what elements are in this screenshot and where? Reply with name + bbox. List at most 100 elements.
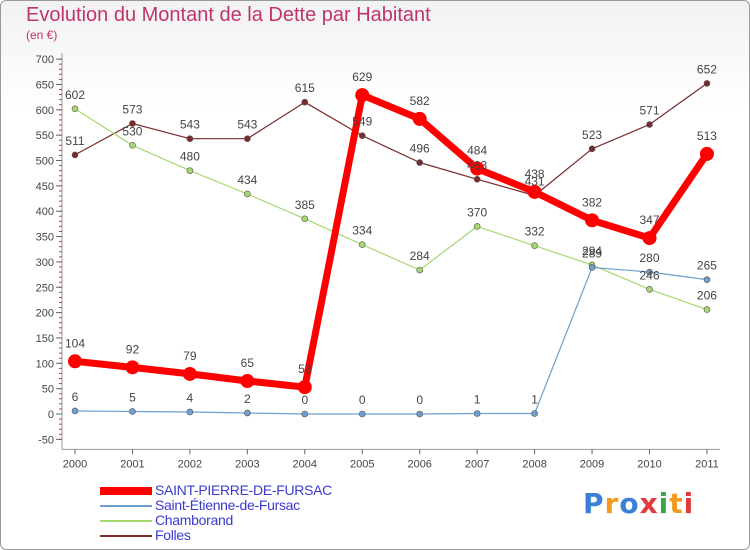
data-point bbox=[412, 111, 427, 126]
data-point bbox=[301, 410, 309, 418]
data-point bbox=[646, 268, 653, 276]
data-label: 549 bbox=[352, 115, 372, 129]
data-point bbox=[703, 80, 711, 87]
data-label: 1 bbox=[531, 392, 538, 406]
data-label: 347 bbox=[639, 213, 659, 227]
legend-swatch bbox=[100, 487, 152, 495]
data-label: 513 bbox=[697, 129, 717, 143]
data-point bbox=[703, 276, 711, 283]
data-point bbox=[355, 88, 370, 103]
data-label: 629 bbox=[352, 70, 372, 84]
data-point bbox=[129, 408, 136, 415]
data-label: 79 bbox=[183, 349, 197, 363]
data-label: 0 bbox=[301, 393, 308, 407]
data-point bbox=[588, 264, 596, 271]
legend-label: Chamborand bbox=[155, 512, 233, 528]
proxiti-logo: Proxiti bbox=[583, 487, 694, 520]
data-label: 530 bbox=[122, 124, 142, 138]
series-line bbox=[74, 266, 708, 415]
data-label: 543 bbox=[237, 118, 257, 132]
logo-letter: P bbox=[583, 487, 605, 520]
x-tick-label: 2011 bbox=[695, 458, 719, 470]
data-label: 280 bbox=[639, 251, 659, 265]
y-tick-label: 500 bbox=[36, 156, 54, 168]
data-point bbox=[416, 410, 424, 418]
data-label: 652 bbox=[697, 62, 717, 76]
data-point bbox=[125, 360, 140, 375]
x-tick-label: 2009 bbox=[580, 458, 604, 470]
data-point bbox=[71, 407, 79, 415]
logo-letter: i bbox=[658, 487, 670, 520]
data-point bbox=[585, 213, 600, 228]
y-tick-label: 650 bbox=[36, 79, 54, 91]
data-point bbox=[646, 285, 653, 293]
legend-label: Folles bbox=[155, 527, 191, 543]
x-tick-label: 2004 bbox=[293, 458, 317, 470]
data-point bbox=[358, 132, 366, 139]
y-tick-label: -50 bbox=[38, 434, 54, 446]
x-tick-label: 2000 bbox=[63, 458, 87, 470]
data-label: 382 bbox=[582, 195, 602, 209]
logo-letter: o bbox=[619, 487, 640, 520]
y-tick-label: 400 bbox=[36, 206, 54, 218]
x-tick-label: 2005 bbox=[350, 458, 374, 470]
data-label: 2 bbox=[244, 392, 251, 406]
legend-swatch bbox=[100, 535, 152, 537]
data-label: 385 bbox=[295, 198, 315, 212]
data-point bbox=[244, 135, 251, 142]
data-point bbox=[473, 175, 481, 183]
data-label: 370 bbox=[467, 205, 487, 219]
y-tick-label: 350 bbox=[36, 232, 54, 244]
data-point bbox=[301, 215, 309, 223]
data-label: 0 bbox=[359, 393, 366, 407]
data-label: 65 bbox=[241, 356, 255, 370]
data-label: 602 bbox=[65, 88, 85, 102]
data-point bbox=[129, 120, 136, 127]
y-tick-label: 100 bbox=[36, 358, 54, 370]
y-tick-label: 700 bbox=[36, 54, 54, 66]
data-label: 431 bbox=[525, 174, 545, 188]
data-label: 246 bbox=[639, 268, 659, 282]
data-label: 582 bbox=[410, 94, 430, 108]
y-tick-label: 0 bbox=[48, 409, 54, 421]
y-tick-label: 250 bbox=[36, 282, 54, 294]
data-point bbox=[182, 366, 197, 381]
data-point bbox=[71, 105, 79, 113]
x-tick-label: 2008 bbox=[522, 458, 546, 470]
x-tick-label: 2007 bbox=[465, 458, 489, 470]
data-point bbox=[186, 167, 194, 174]
data-point bbox=[186, 408, 194, 416]
data-label: 265 bbox=[697, 259, 717, 273]
data-label: 5 bbox=[129, 390, 136, 404]
data-point bbox=[129, 141, 136, 149]
data-point bbox=[473, 410, 481, 417]
series-line bbox=[74, 108, 708, 311]
data-label: 484 bbox=[467, 144, 487, 158]
data-point bbox=[527, 184, 542, 199]
data-label: 480 bbox=[180, 150, 200, 164]
data-label: 289 bbox=[582, 246, 602, 260]
data-label: 1 bbox=[474, 392, 481, 406]
data-point bbox=[358, 410, 366, 418]
data-label: 543 bbox=[180, 118, 200, 132]
data-label: 615 bbox=[295, 81, 315, 95]
y-tick-label: 550 bbox=[36, 130, 54, 142]
legend-swatch bbox=[100, 520, 152, 522]
series-line bbox=[71, 91, 711, 391]
x-tick-label: 2003 bbox=[235, 458, 259, 470]
data-label: 104 bbox=[65, 336, 85, 350]
data-label: 92 bbox=[126, 342, 140, 356]
data-point bbox=[186, 135, 194, 142]
legend-label: Saint-Étienne-de-Fursac bbox=[155, 497, 300, 513]
data-point bbox=[642, 231, 657, 246]
y-tick-label: 450 bbox=[36, 181, 54, 193]
logo-letter: i bbox=[683, 487, 695, 520]
logo-letter: x bbox=[639, 487, 659, 520]
legend-label: SAINT-PIERRE-DE-FURSAC bbox=[155, 482, 332, 498]
data-label: 434 bbox=[237, 173, 257, 187]
data-point bbox=[703, 306, 711, 313]
data-label: 463 bbox=[467, 158, 487, 172]
data-label: 0 bbox=[416, 393, 423, 407]
